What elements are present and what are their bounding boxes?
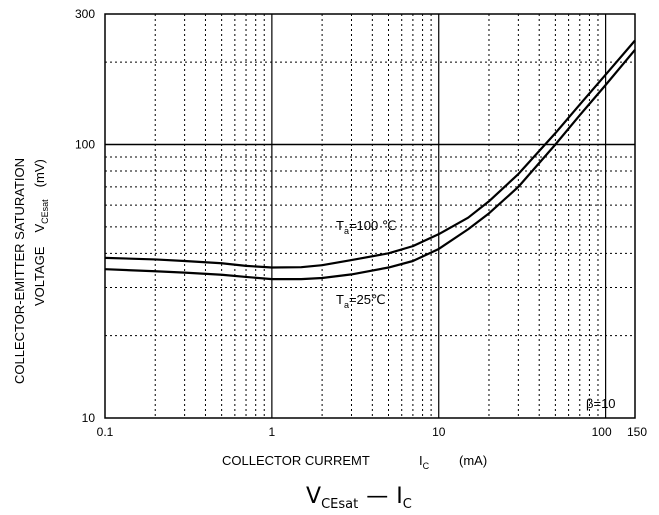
x-axis-title: COLLECTOR CURREMT IC (mA) [222,453,487,471]
y-axis-title-line2: VOLTAGE [32,246,47,306]
y-axis-unit: (mV) [32,159,47,187]
caption-v: V [306,484,321,509]
x-tick-label: 0.1 [97,425,114,439]
annotation-ta-25: Ta=25℃ [336,292,386,310]
y-tick-label: 10 [82,411,96,425]
x-tick-label: 10 [432,425,446,439]
major-grid [105,14,635,418]
caption-dash: — [366,484,388,509]
caption-i: I [396,484,403,509]
x-axis-symbol-sub: C [423,461,430,471]
plot-frame [104,13,636,419]
y-axis-symbol: V [32,224,47,233]
svg-text:VOLTAGEVCEsat(mV): VOLTAGE VCEsat (mV) [32,159,50,306]
y-tick-label: 300 [75,7,95,21]
y-axis-title-line1: COLLECTOR-EMITTER SATURATION [12,158,27,384]
caption-i-sub: C [403,497,412,512]
chart-caption: VCEsat — IC [306,484,412,512]
y-axis-title-2: VOLTAGE VCEsat (mV) [32,159,50,306]
series-line-2 [104,49,636,281]
minor-grid [105,14,635,418]
x-axis-unit: (mA) [459,453,487,468]
x-axis-title-main: COLLECTOR CURREMT [222,453,370,468]
y-axis-title: COLLECTOR-EMITTER SATURATION [12,158,27,384]
ta100-rest: =100 ℃ [349,218,397,233]
series-line-1 [104,39,636,269]
series-layer [104,39,636,281]
x-tick-label: 1 [269,425,276,439]
ta25-t: T [336,292,344,307]
y-tick-label: 100 [75,137,95,151]
x-tick-label: 100 [592,425,612,439]
annotation-ta-100: Ta=100 ℃ [336,218,396,236]
x-axis-symbol: I [419,453,423,468]
ta25-rest: =25℃ [349,292,386,307]
y-axis-symbol-sub: CEsat [40,199,50,224]
caption-v-sub: CEsat [321,497,358,512]
tick-labels: 0.1 1 10 100 150 10 100 300 [75,7,647,439]
ta100-t: T [336,218,344,233]
x-tick-label: 150 [627,425,647,439]
ta25-sub: a [344,300,349,310]
annotation-beta: β=10 [586,396,616,411]
ta100-sub: a [344,226,349,236]
